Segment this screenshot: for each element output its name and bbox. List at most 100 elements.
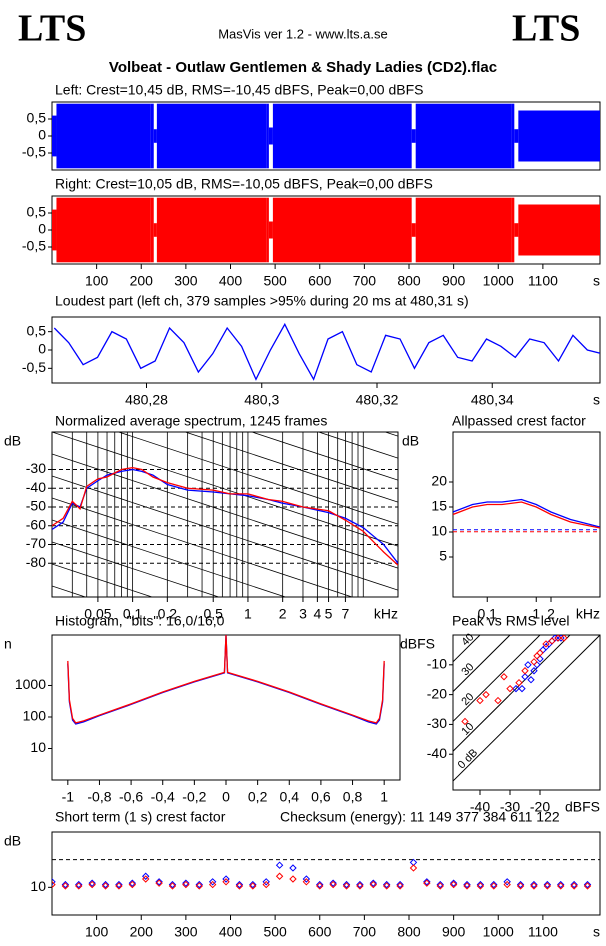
point (530, 667, 538, 675)
waveform-envelope (52, 115, 57, 157)
x-tick-label: 800 (397, 273, 421, 289)
point (289, 875, 297, 883)
slope-line (317, 432, 398, 459)
point (524, 661, 532, 669)
point (342, 882, 351, 890)
point (476, 882, 485, 890)
point (128, 880, 137, 889)
point (235, 880, 244, 889)
point (182, 879, 190, 887)
x-tick-label: 0,6 (311, 789, 331, 805)
x-tick-label: 500 (263, 273, 287, 289)
point (75, 882, 83, 890)
point (527, 676, 535, 684)
waveform-envelope (272, 197, 410, 263)
waveform-envelope (411, 129, 416, 143)
waveform-envelope (409, 103, 412, 169)
x-tick-label: 400 (219, 924, 243, 940)
y-tick-label: 0 (38, 127, 46, 143)
point (463, 880, 471, 889)
x-tick-label: 480,32 (356, 392, 399, 408)
slope-line (250, 432, 398, 481)
point (423, 878, 431, 886)
y-tick-label: 0,5 (27, 322, 47, 338)
x-tick-label: 1 (244, 606, 252, 622)
waveform-envelope (409, 197, 412, 263)
x-tick-label: 700 (353, 924, 377, 940)
point (342, 880, 351, 889)
y-tick-label: 15 (431, 498, 447, 514)
point (533, 652, 541, 660)
y-tick-label: 10 (30, 739, 46, 755)
slope-line (52, 563, 154, 597)
waveform-envelope (415, 197, 512, 263)
plot-frame (51, 634, 401, 781)
point (490, 880, 498, 889)
chart-title: Allpassed crest factor (452, 413, 586, 429)
point (155, 878, 163, 886)
chart-title: Loudest part (left ch, 379 samples >95% … (55, 293, 469, 309)
x-tick-label: 600 (308, 273, 332, 289)
y-axis-label: dB (4, 833, 21, 849)
point (275, 861, 284, 869)
point (208, 880, 217, 889)
y-tick-label: 1000 (15, 676, 46, 692)
slope-line (52, 497, 354, 597)
point (128, 879, 137, 887)
point (101, 882, 110, 890)
point (554, 635, 562, 642)
waveform-envelope (511, 103, 515, 169)
x-tick-label: 900 (442, 273, 466, 289)
x-tick-label: 0 (222, 789, 230, 805)
waveform-envelope (518, 204, 600, 256)
point (506, 684, 514, 693)
point (583, 882, 592, 890)
x-axis-label: s (593, 392, 600, 408)
point (275, 872, 284, 880)
point (168, 880, 177, 889)
point (155, 879, 163, 887)
x-axis-label: kHz (576, 606, 600, 622)
y-tick-label: 20 (431, 473, 447, 489)
point (52, 878, 56, 886)
x-tick-label: 1 (380, 789, 388, 805)
plot-frame (51, 431, 399, 598)
waveform-envelope (150, 197, 154, 263)
point (543, 880, 552, 889)
waveform-envelope (415, 103, 512, 169)
point (463, 882, 471, 890)
y-tick-label: -30 (26, 460, 46, 476)
point (316, 880, 324, 889)
point (168, 882, 177, 890)
point (302, 875, 311, 883)
point (356, 882, 364, 890)
chart-title: Peak vs RMS level (452, 613, 569, 629)
x-tick-label: 200 (130, 273, 154, 289)
y-tick-label: 10 (30, 878, 46, 894)
x-tick-label: 5 (325, 606, 333, 622)
y-tick-label: -40 (427, 745, 447, 761)
logo: LTS (18, 8, 86, 50)
x-tick-label: 0,8 (343, 789, 363, 805)
point (222, 875, 230, 883)
point (548, 637, 556, 645)
plot-frame (452, 634, 601, 791)
point (503, 880, 511, 889)
point (503, 878, 511, 886)
waveform-envelope (266, 103, 269, 169)
slope-line (52, 475, 398, 591)
point (182, 880, 190, 889)
y-tick-label: -80 (26, 554, 46, 570)
point (583, 880, 592, 889)
x-tick-label: -0,8 (87, 789, 111, 805)
x-tick-label: 480,28 (125, 392, 168, 408)
slope-line (184, 432, 398, 503)
x-tick-label: 500 (263, 924, 287, 940)
point (329, 880, 337, 889)
point (382, 882, 391, 890)
y-tick-label: -40 (26, 479, 46, 495)
point (88, 879, 96, 887)
point (289, 864, 297, 872)
waveform-envelope (153, 223, 157, 237)
point (570, 882, 578, 890)
